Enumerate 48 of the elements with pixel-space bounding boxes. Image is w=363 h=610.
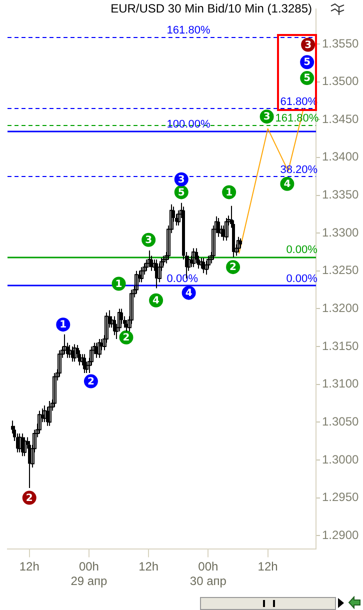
series-label: 2	[26, 492, 33, 504]
y-tick-label: 1.2900	[322, 528, 360, 542]
series-label: 2	[122, 332, 130, 344]
series-label: 3	[263, 112, 270, 123]
y-tick-label: 1.3550	[322, 36, 360, 50]
y-tick-label: 1.3400	[322, 150, 360, 164]
y-tick-label: 1.3200	[322, 301, 360, 316]
annotation: 0.00%	[166, 272, 198, 285]
annotation: 0.00%	[286, 272, 318, 285]
y-tick-label: 1.3500	[322, 74, 360, 88]
series-label: 5	[304, 57, 311, 68]
y-tick-label: 1.3150	[322, 338, 360, 353]
series-label: 2	[87, 376, 94, 388]
x-tick-label: 00h 29 апр	[70, 560, 108, 588]
y-tick-label: 1.3350	[322, 188, 360, 202]
series-label: 4	[152, 295, 160, 306]
candlestick	[148, 250, 152, 268]
series-label: 1	[226, 187, 233, 198]
annotation: 100.00%	[166, 118, 210, 130]
x-tick-label: 12h	[138, 560, 159, 574]
series-label: 3	[145, 234, 152, 246]
series-label: 4	[284, 179, 291, 190]
candlestick	[239, 238, 242, 249]
series-label: 2	[230, 262, 237, 274]
annotation: 0.00%	[286, 244, 318, 256]
y-tick-label: 1.2950	[322, 490, 360, 504]
candlestick	[52, 372, 56, 408]
y-tick-label: 1.3250	[322, 263, 360, 278]
x-tick-label: 12h	[258, 560, 278, 574]
annotation: 161.80%	[166, 24, 210, 37]
y-tick-label: 1.3050	[322, 414, 360, 428]
series-label: 1	[60, 320, 67, 331]
series-label: 3	[178, 174, 185, 186]
series-label: 4	[185, 288, 192, 299]
series-label: 3	[304, 40, 312, 51]
y-tick-label: 1.3000	[322, 452, 360, 466]
y-tick-label: 1.3450	[322, 112, 360, 126]
x-tick-label: 00h 30 апр	[190, 560, 227, 588]
series-label: 5	[304, 73, 311, 84]
candlestick	[200, 258, 204, 270]
series-label: 1	[115, 278, 122, 290]
candlestick	[58, 350, 62, 378]
y-tick-label: 1.3300	[322, 225, 360, 240]
chart-title: EUR/USD 30 Min Bid/10 Min (1.3285)	[110, 1, 312, 16]
annotation: 38.20%	[280, 164, 318, 176]
series-label: 5	[178, 187, 185, 198]
y-tick-label: 1.3100	[322, 376, 360, 391]
x-tick-label: 12h	[19, 560, 40, 574]
